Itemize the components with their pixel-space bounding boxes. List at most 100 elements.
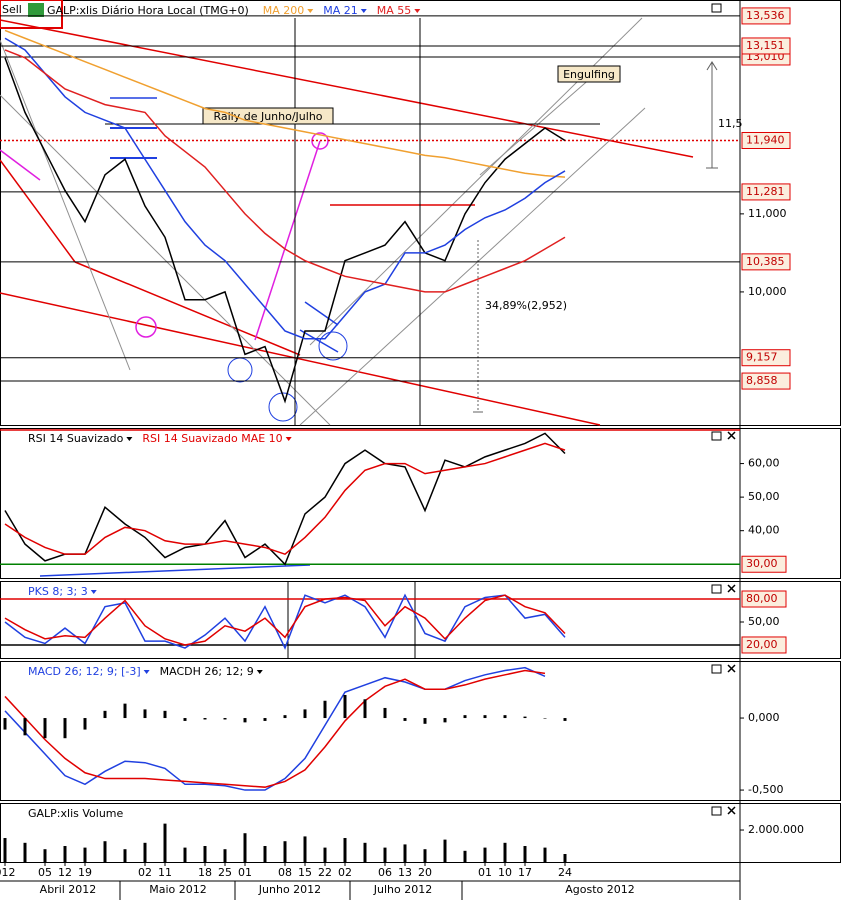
bar [3, 718, 7, 730]
trend-line [0, 19, 694, 158]
channel-line [0, 39, 131, 371]
bar [503, 715, 507, 719]
x-tick-label: 15 [298, 866, 312, 879]
bar [83, 718, 87, 730]
bar [83, 847, 87, 862]
bar [203, 846, 207, 862]
month-label: Julho 2012 [373, 883, 432, 896]
series-line [4, 49, 566, 293]
channel-line [0, 94, 331, 426]
marker-line [39, 564, 311, 577]
legend-arrow [360, 9, 367, 13]
annotation: 11,5 [718, 117, 743, 130]
bar [523, 716, 527, 719]
bar [303, 836, 307, 862]
legend-entry: MA 21 [323, 4, 358, 17]
annotation: Rally de Junho/Julho [213, 110, 322, 123]
legend-entry: MACDH 26; 12; 9 [160, 665, 254, 678]
trend-line [0, 292, 601, 426]
bar [243, 718, 247, 723]
legend-entry: PKS 8; 3; 3 [28, 585, 88, 598]
level-label: 9,157 [746, 351, 778, 364]
bar [483, 715, 487, 719]
x-tick-label: 10 [498, 866, 512, 879]
bar [363, 842, 367, 862]
bar [223, 718, 227, 720]
level-box [741, 253, 791, 271]
legend-entry: RSI 14 Suavizado [28, 432, 124, 445]
x-tick-label: 02 [138, 866, 152, 879]
level-label: 11,281 [746, 185, 785, 198]
x-tick-label: 12 [58, 866, 72, 879]
level-box [741, 349, 791, 367]
marker-line [254, 140, 321, 341]
channel-line [299, 107, 646, 426]
bar [63, 718, 67, 739]
x-tick-label: 20 [418, 866, 432, 879]
bar [3, 838, 7, 862]
bar [263, 846, 267, 862]
bar [163, 823, 167, 862]
bar [443, 839, 447, 862]
bar [183, 847, 187, 862]
bar [143, 709, 147, 719]
x-tick-label: 17 [518, 866, 532, 879]
y-tick-label: 11,000 [748, 207, 787, 220]
x-tick-label: 012 [0, 866, 16, 879]
annotation: Engulfing [563, 68, 615, 81]
eq-icon[interactable] [28, 3, 44, 17]
legend-entry: MACD 26; 12; 9; [-3] [28, 665, 141, 678]
bar [383, 707, 387, 719]
x-tick-label: 02 [338, 866, 352, 879]
panel-close [727, 584, 736, 593]
panel-button [711, 664, 722, 674]
level-label: 13,536 [746, 9, 785, 22]
series-line [4, 37, 566, 340]
x-tick-label: 06 [378, 866, 392, 879]
marker-line [299, 329, 339, 353]
legend-arrow [143, 670, 150, 674]
bar [343, 838, 347, 862]
measure-arrow [706, 61, 718, 71]
month-label: Maio 2012 [149, 883, 207, 896]
bar [343, 694, 347, 719]
level-label: 20,00 [746, 638, 778, 651]
bar [523, 846, 527, 862]
level-label: 30,00 [746, 557, 778, 570]
x-tick-label: 05 [38, 866, 52, 879]
bar [423, 849, 427, 862]
panel-button [711, 584, 722, 594]
level-label: 11,940 [746, 133, 785, 146]
bar [563, 718, 567, 721]
legend-arrow [90, 590, 97, 594]
bar [263, 718, 267, 721]
sell-label[interactable]: Sell [2, 3, 22, 16]
bar [303, 709, 307, 719]
x-tick-label: 08 [278, 866, 292, 879]
level-box [741, 590, 787, 608]
bar [463, 715, 467, 719]
series-line [4, 29, 566, 178]
panel-button [711, 431, 722, 441]
sell-button[interactable] [0, 0, 63, 29]
series-line [4, 432, 566, 566]
marker-line [304, 301, 339, 326]
series-line [4, 669, 546, 788]
bar [283, 715, 287, 719]
marker-circle [268, 392, 298, 422]
trend-line [0, 159, 76, 263]
bar [203, 718, 207, 720]
bar [403, 844, 407, 862]
x-tick-label: 01 [238, 866, 252, 879]
bar [483, 847, 487, 862]
level-box [741, 131, 791, 149]
level-label: 80,00 [746, 592, 778, 605]
series-line [4, 594, 566, 646]
panel-button [711, 806, 722, 816]
y-tick-label: 60,00 [748, 457, 780, 470]
bar [323, 847, 327, 862]
bar [143, 842, 147, 862]
marker-line [0, 149, 41, 181]
channel-line [479, 69, 601, 176]
